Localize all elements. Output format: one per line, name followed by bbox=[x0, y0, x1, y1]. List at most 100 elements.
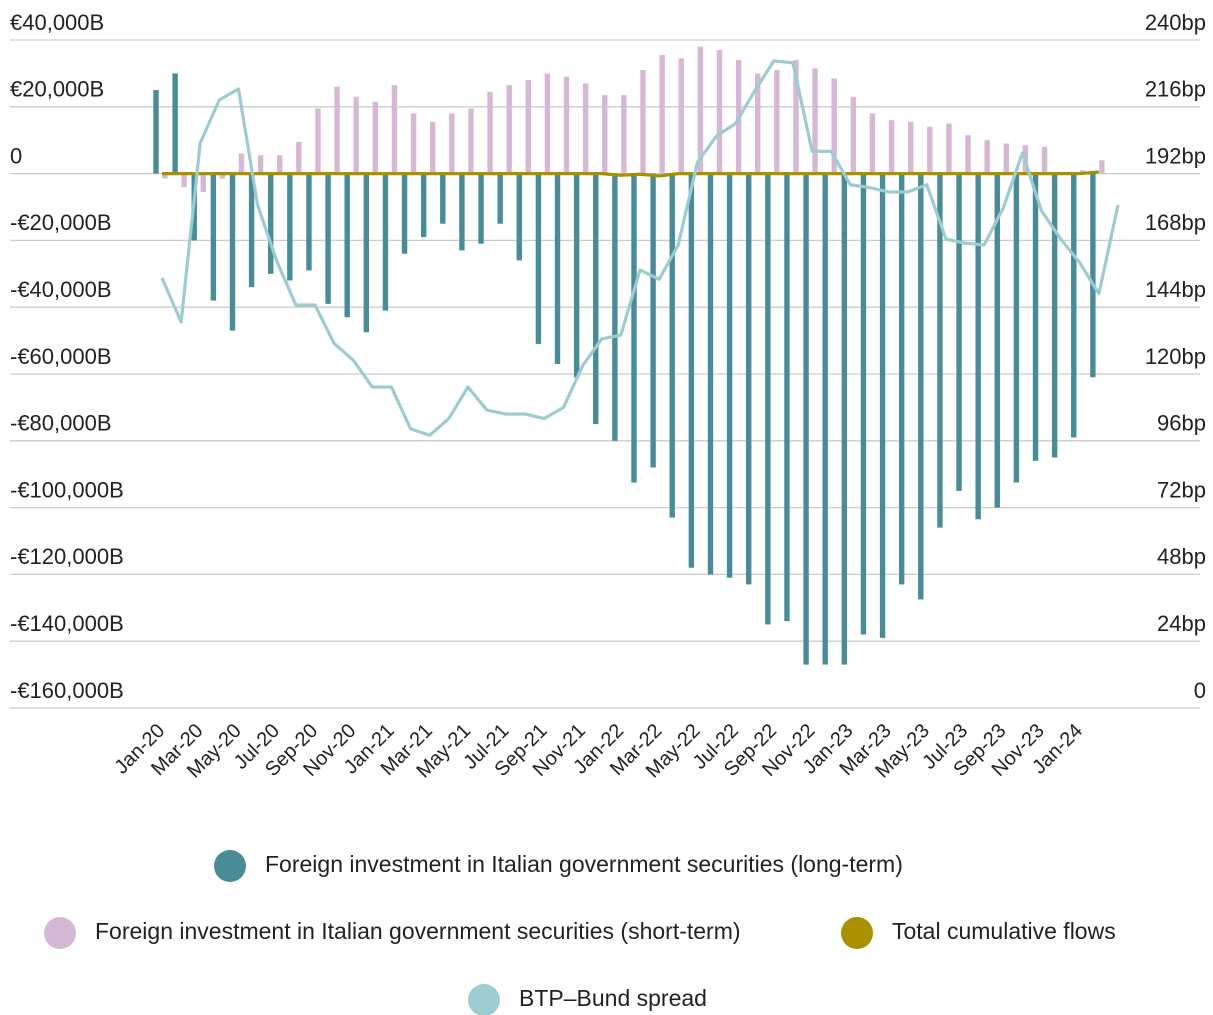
bar bbox=[888, 120, 895, 174]
bar bbox=[497, 173, 503, 224]
bar bbox=[573, 173, 580, 378]
y2-tick-label: 216bp bbox=[1145, 77, 1206, 102]
y-tick-label: -€40,000B bbox=[10, 277, 112, 302]
bar bbox=[277, 155, 283, 174]
bar bbox=[755, 73, 761, 174]
bar bbox=[229, 173, 236, 331]
bar bbox=[612, 173, 618, 441]
bar bbox=[1090, 173, 1096, 378]
bar bbox=[650, 173, 656, 468]
bar bbox=[200, 173, 206, 192]
bar bbox=[746, 173, 752, 585]
legend-label: Foreign investment in Italian government… bbox=[265, 851, 903, 877]
bar bbox=[1013, 173, 1020, 483]
bar bbox=[841, 173, 848, 665]
y-tick-label: -€100,000B bbox=[10, 477, 124, 502]
bar bbox=[831, 78, 837, 174]
bar bbox=[372, 101, 379, 174]
bar bbox=[459, 173, 465, 251]
bar bbox=[956, 173, 962, 491]
bar bbox=[306, 173, 312, 271]
bar bbox=[410, 113, 417, 174]
bar bbox=[765, 173, 771, 625]
bar bbox=[582, 83, 589, 174]
legend-label: BTP–Bund spread bbox=[519, 985, 707, 1011]
bar bbox=[544, 73, 551, 174]
bar bbox=[468, 108, 474, 174]
y-tick-label: -€160,000B bbox=[10, 678, 124, 703]
bar bbox=[726, 173, 733, 578]
bar bbox=[554, 173, 561, 364]
bar bbox=[401, 173, 408, 254]
bar bbox=[506, 85, 512, 174]
y2-tick-label: 24bp bbox=[1157, 611, 1206, 636]
bar bbox=[869, 113, 876, 174]
y2-tick-label: 192bp bbox=[1145, 143, 1206, 168]
y2-tick-label: 48bp bbox=[1157, 544, 1206, 569]
legend-label: Total cumulative flows bbox=[892, 918, 1116, 944]
bar bbox=[391, 85, 398, 174]
bar bbox=[440, 173, 446, 224]
bar bbox=[1099, 160, 1105, 174]
bar bbox=[774, 70, 780, 174]
bar bbox=[593, 173, 599, 425]
bar bbox=[907, 121, 914, 174]
legend-marker bbox=[841, 917, 873, 949]
bar bbox=[268, 173, 274, 274]
bar bbox=[287, 173, 293, 281]
bar bbox=[1003, 143, 1009, 174]
bar bbox=[563, 76, 570, 174]
legend-marker bbox=[214, 850, 246, 882]
bar bbox=[898, 173, 905, 585]
legend-marker bbox=[44, 917, 76, 949]
y-tick-label: €40,000B bbox=[10, 10, 104, 35]
y-tick-label: €20,000B bbox=[10, 77, 104, 102]
bar bbox=[918, 173, 924, 600]
y-tick-label: -€120,000B bbox=[10, 544, 124, 569]
bar bbox=[181, 173, 187, 187]
bar bbox=[879, 173, 886, 638]
y-tick-label: -€80,000B bbox=[10, 411, 112, 436]
bar bbox=[525, 80, 531, 174]
y2-tick-label: 72bp bbox=[1157, 477, 1206, 502]
bar bbox=[344, 173, 350, 318]
y-tick-label: -€20,000B bbox=[10, 210, 112, 235]
bar bbox=[535, 173, 542, 344]
bar bbox=[707, 173, 714, 575]
bar bbox=[238, 153, 245, 174]
bar bbox=[172, 73, 178, 174]
bar bbox=[449, 113, 455, 174]
y-tick-label: -€60,000B bbox=[10, 344, 112, 369]
bar bbox=[420, 173, 427, 238]
y2-tick-label: 168bp bbox=[1145, 210, 1206, 235]
bar bbox=[257, 155, 264, 174]
bar bbox=[382, 173, 389, 311]
bar bbox=[640, 70, 646, 174]
bar bbox=[210, 173, 217, 301]
bar bbox=[784, 173, 790, 622]
y2-tick-label: 120bp bbox=[1145, 344, 1206, 369]
y2-tick-label: 96bp bbox=[1157, 411, 1206, 436]
bar bbox=[334, 86, 340, 174]
bar bbox=[631, 173, 637, 483]
bar bbox=[669, 173, 675, 518]
bar bbox=[927, 126, 933, 174]
bar bbox=[860, 173, 867, 635]
bar bbox=[621, 95, 627, 174]
bar bbox=[659, 55, 665, 174]
y2-tick-label: 0 bbox=[1194, 678, 1206, 703]
bar bbox=[153, 90, 159, 174]
line-series bbox=[160, 59, 1120, 437]
bar bbox=[296, 141, 302, 174]
bar bbox=[946, 123, 952, 174]
bar bbox=[803, 173, 809, 665]
bar bbox=[822, 173, 828, 665]
bar bbox=[516, 173, 522, 261]
bar bbox=[850, 96, 857, 174]
bar bbox=[975, 173, 981, 520]
bar bbox=[812, 68, 818, 174]
bar bbox=[678, 58, 684, 174]
bar bbox=[937, 173, 943, 528]
bar bbox=[1071, 173, 1077, 438]
bar bbox=[1051, 173, 1058, 458]
